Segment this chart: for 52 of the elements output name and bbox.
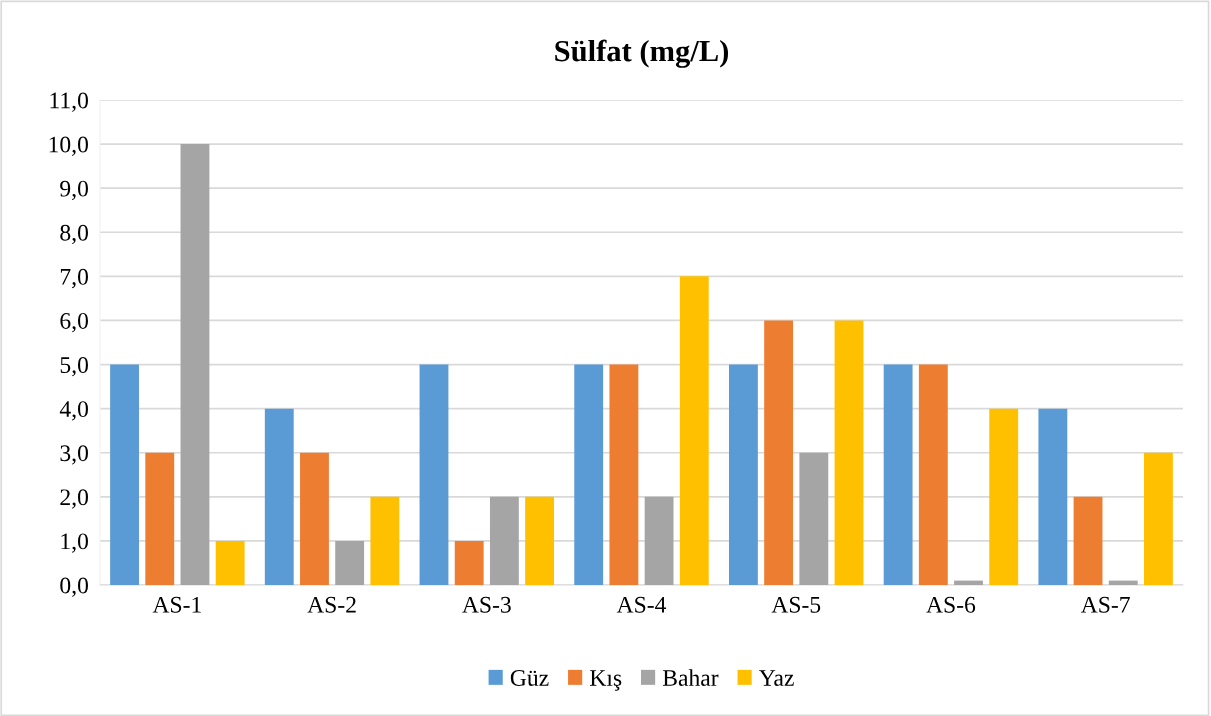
bar <box>989 408 1019 585</box>
legend-label: Kış <box>589 670 622 691</box>
x-tick-label: AS-3 <box>462 596 511 613</box>
bar <box>454 540 484 585</box>
bar <box>489 496 519 585</box>
bar <box>525 496 555 585</box>
bar <box>609 364 639 585</box>
x-tick-label: AS-5 <box>771 596 821 613</box>
chart-title: Sülfat (mg/L) <box>555 39 729 68</box>
bar <box>1038 408 1068 585</box>
bar <box>954 580 983 585</box>
legend-label: Yaz <box>759 670 794 686</box>
bar <box>574 364 604 585</box>
bar <box>215 540 245 585</box>
bar <box>799 452 829 585</box>
bar <box>834 320 864 585</box>
bar <box>764 320 794 585</box>
x-tick-label: AS-1 <box>152 596 201 613</box>
y-tick-label: 10,0 <box>49 136 88 156</box>
bar <box>110 364 139 585</box>
y-tick-label: 1,0 <box>61 533 88 553</box>
bar <box>1144 452 1173 585</box>
x-tick-label: AS-6 <box>926 596 976 613</box>
bar <box>918 364 948 585</box>
y-tick-label: 7,0 <box>60 268 88 289</box>
x-tick-label: AS-2 <box>307 596 356 613</box>
bar <box>1108 580 1138 585</box>
y-tick-label: 2,0 <box>60 489 88 509</box>
bar <box>370 496 400 585</box>
bar <box>644 496 674 585</box>
bar <box>300 452 329 585</box>
bar <box>419 364 449 585</box>
y-tick-label: 11,0 <box>50 92 88 112</box>
y-tick-label: 8,0 <box>60 224 88 245</box>
y-tick-label: 5,0 <box>60 357 88 377</box>
bar <box>1073 496 1103 585</box>
bar <box>180 144 210 585</box>
legend-label: Bahar <box>662 669 719 686</box>
y-tick-label: 3,0 <box>60 445 88 465</box>
x-tick-label: AS-4 <box>616 596 667 613</box>
legend-label: Güz <box>510 670 549 686</box>
y-tick-label: 4,0 <box>59 401 88 421</box>
bar <box>335 540 365 585</box>
bar <box>679 276 709 585</box>
y-tick-label: 9,0 <box>60 180 88 200</box>
y-tick-label: 0,0 <box>60 577 88 597</box>
x-tick-label: AS-7 <box>1080 596 1130 613</box>
bar <box>728 364 758 585</box>
bar <box>145 452 175 585</box>
y-tick-label: 6,0 <box>60 312 88 333</box>
bar <box>883 364 913 585</box>
bar <box>264 408 294 585</box>
